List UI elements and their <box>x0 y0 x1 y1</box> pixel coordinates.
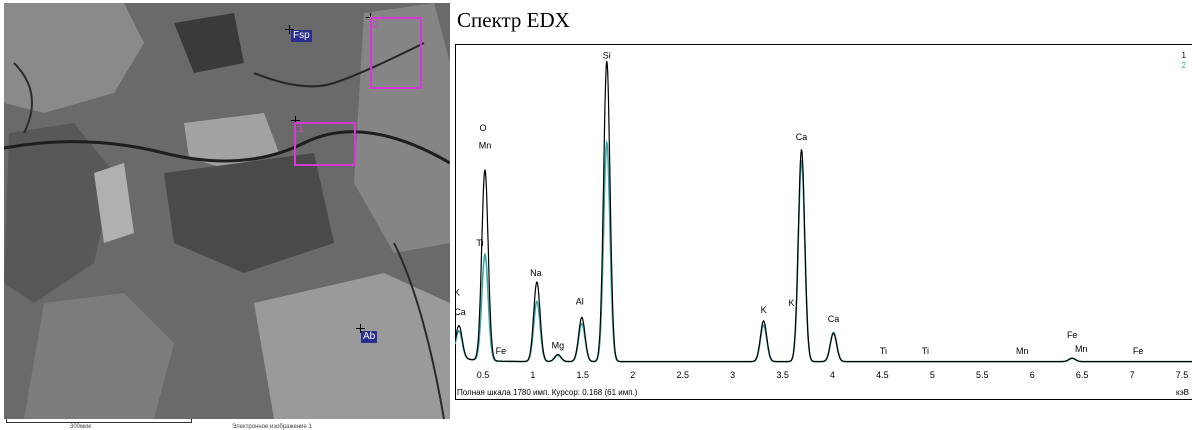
x-tick-label: 6.5 <box>1076 370 1089 380</box>
spectrum-frame <box>455 44 1192 400</box>
peak-label: K <box>761 305 767 315</box>
marker-label-2[interactable]: 2 <box>373 20 379 31</box>
peak-label: Ti <box>880 346 887 356</box>
x-tick-label: 7.5 <box>1176 370 1189 380</box>
peak-label: Ti <box>922 346 929 356</box>
spectrum-series-2 <box>455 139 1192 363</box>
marker-label-ab[interactable]: Ab <box>361 331 378 343</box>
peak-label: Mn <box>1016 346 1029 356</box>
roi-box-2[interactable] <box>370 17 422 89</box>
x-tick-label: 2.5 <box>676 370 689 380</box>
marker-label-1[interactable]: 1 <box>298 124 304 135</box>
x-tick-label: 6 <box>1030 370 1035 380</box>
x-tick-label: 1 <box>530 370 535 380</box>
peak-label: Ca <box>828 314 840 324</box>
peak-label: Mn <box>479 141 492 151</box>
x-tick-label: 5.5 <box>976 370 989 380</box>
x-axis-unit-label: кэВ <box>1176 388 1190 397</box>
marker-crosshair-icon <box>291 116 300 125</box>
peak-label: Ti <box>476 238 483 248</box>
peak-label: Ca <box>796 132 808 142</box>
peak-label: Na <box>530 268 542 278</box>
x-tick-label: 5 <box>930 370 935 380</box>
spectrum-series-1 <box>455 60 1192 363</box>
peak-label: Al <box>576 296 584 306</box>
peak-label: Fe <box>1067 330 1078 340</box>
legend-entry: 1 <box>1182 51 1187 60</box>
x-tick-label: 3.5 <box>776 370 789 380</box>
peak-label: Mg <box>552 341 565 351</box>
x-tick-label: 4 <box>830 370 835 380</box>
peak-label: Si <box>603 50 611 60</box>
roi-box-1[interactable] <box>294 122 356 166</box>
x-tick-label: 4.5 <box>876 370 889 380</box>
x-tick-label: 3 <box>730 370 735 380</box>
x-tick-label: 1.5 <box>577 370 590 380</box>
spectrum-title: Спектр EDX <box>457 8 570 32</box>
x-tick-label: 0.5 <box>477 370 490 380</box>
peak-label: K <box>455 288 460 298</box>
peak-label: Fe <box>1133 346 1144 356</box>
image-caption: Электронное изображение 1 <box>232 424 312 430</box>
x-tick-label: 7 <box>1130 370 1135 380</box>
scale-bar <box>6 419 192 423</box>
peak-label: Mn <box>1075 344 1088 354</box>
status-bar: Полная шкала 1780 имп. Курсор: 0.168 (61… <box>457 388 638 397</box>
marker-label-fsp[interactable]: Fsp <box>291 30 312 42</box>
sem-panel: Fsp 2 1 Ab <box>4 3 450 419</box>
marker-crosshair-icon <box>356 324 365 333</box>
x-tick-label: 2 <box>630 370 635 380</box>
marker-crosshair-icon <box>285 25 294 34</box>
sem-texture <box>4 3 450 419</box>
scale-bar-label: 300мкм <box>70 424 91 430</box>
peak-label: Ca <box>455 307 466 317</box>
sem-micrograph: Fsp 2 1 Ab <box>4 3 450 419</box>
peak-label: K <box>788 298 794 308</box>
peak-label: Fe <box>496 346 507 356</box>
peak-label: O <box>479 123 486 133</box>
legend-entry: 2 <box>1182 61 1187 70</box>
